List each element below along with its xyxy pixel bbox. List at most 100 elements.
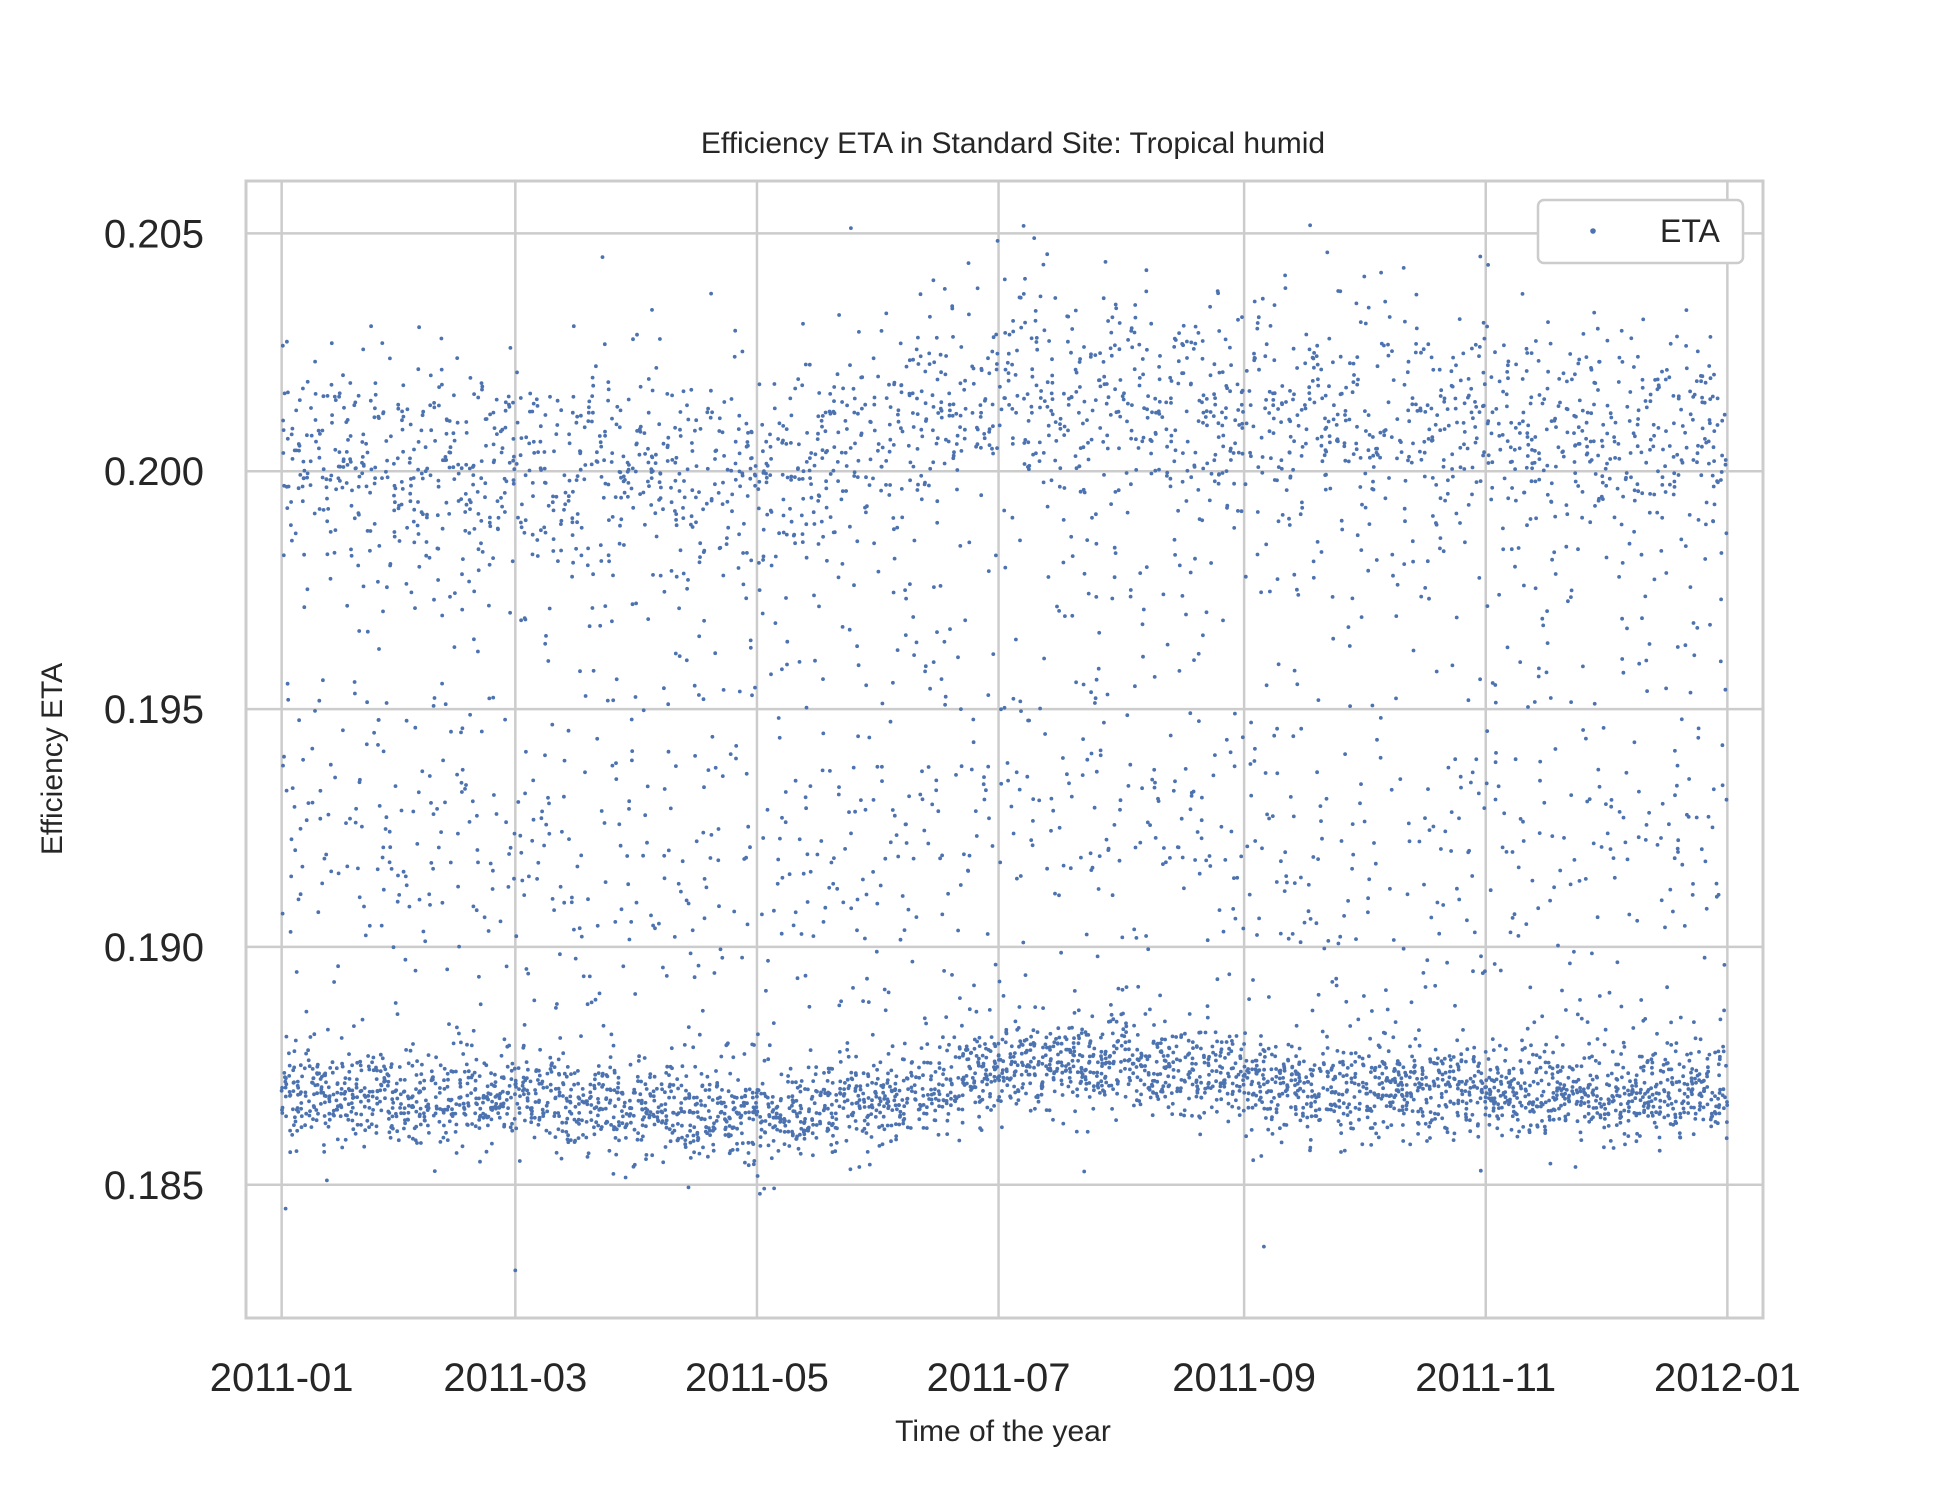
data-point	[477, 1126, 482, 1130]
data-point	[299, 1101, 304, 1105]
data-point	[1380, 1093, 1385, 1098]
data-point	[502, 1122, 507, 1127]
data-point	[323, 1121, 328, 1126]
data-point	[1149, 451, 1153, 456]
data-point	[683, 1096, 688, 1101]
data-point	[301, 386, 305, 391]
data-point	[421, 512, 425, 517]
data-point	[681, 516, 686, 520]
data-point	[1168, 375, 1173, 380]
data-point	[326, 812, 331, 817]
data-point	[545, 1085, 549, 1090]
data-point	[1206, 1085, 1210, 1090]
data-point	[834, 1093, 839, 1097]
data-point	[1130, 345, 1135, 350]
data-point	[512, 1066, 517, 1071]
data-point	[301, 459, 306, 464]
data-point	[456, 831, 460, 836]
data-point	[712, 971, 717, 975]
data-point	[419, 428, 424, 433]
data-point	[511, 400, 515, 405]
data-point	[1045, 252, 1050, 257]
data-point	[832, 856, 836, 860]
data-point	[835, 372, 840, 377]
data-point	[793, 541, 797, 546]
data-point	[428, 373, 433, 378]
data-point	[543, 641, 548, 646]
data-point	[1137, 383, 1142, 388]
data-point	[645, 784, 650, 789]
data-point	[751, 1117, 756, 1122]
data-point	[413, 968, 418, 973]
data-point	[404, 1048, 408, 1052]
data-point	[1405, 892, 1410, 897]
data-point	[1346, 625, 1351, 629]
data-point	[736, 566, 741, 570]
data-point	[1021, 224, 1026, 228]
data-point	[643, 522, 647, 527]
data-point	[1367, 522, 1372, 526]
data-point	[984, 788, 988, 793]
data-point	[613, 495, 618, 499]
data-point	[1353, 1105, 1358, 1110]
data-point	[1171, 788, 1176, 793]
data-point	[1214, 1097, 1219, 1102]
data-point	[1239, 1047, 1244, 1052]
data-point	[416, 790, 421, 795]
data-point	[284, 1082, 289, 1087]
data-point	[1004, 1069, 1009, 1074]
data-point	[720, 774, 725, 778]
data-point	[344, 821, 348, 825]
data-point	[380, 855, 385, 860]
data-point	[1226, 1052, 1231, 1056]
data-point	[806, 1065, 811, 1070]
data-point	[1054, 439, 1059, 443]
data-point	[1111, 1087, 1115, 1091]
data-point	[348, 816, 352, 821]
data-point	[1315, 343, 1320, 348]
data-point	[761, 554, 766, 559]
data-point	[564, 1130, 569, 1134]
data-point	[1258, 1084, 1262, 1089]
data-point	[1046, 575, 1051, 579]
data-point	[1222, 1081, 1227, 1085]
data-point	[948, 1090, 953, 1095]
data-point	[441, 758, 445, 763]
data-point	[505, 1112, 509, 1116]
data-point	[1268, 589, 1272, 594]
data-point	[666, 749, 671, 754]
data-point	[670, 1123, 675, 1128]
data-point	[575, 414, 580, 419]
data-point	[305, 379, 310, 384]
data-point	[1306, 882, 1311, 887]
data-point	[858, 1106, 862, 1111]
grid	[246, 181, 1763, 1318]
data-point	[1135, 1075, 1140, 1080]
data-point	[1079, 1031, 1084, 1035]
data-point	[814, 1136, 819, 1140]
data-point	[1279, 420, 1283, 424]
data-point	[935, 436, 940, 441]
data-point	[554, 1006, 558, 1010]
data-point	[1275, 771, 1280, 776]
data-point	[819, 519, 824, 524]
data-point	[609, 460, 614, 464]
data-point	[885, 1078, 890, 1082]
data-point	[453, 1111, 458, 1116]
data-point	[946, 891, 950, 896]
data-point	[302, 552, 306, 557]
data-point	[1205, 461, 1210, 466]
data-point	[901, 1112, 906, 1116]
data-point	[333, 447, 338, 452]
data-point	[351, 1095, 356, 1100]
data-point	[1077, 1036, 1081, 1041]
data-point	[1274, 880, 1279, 884]
data-point	[501, 1101, 506, 1106]
data-point	[1375, 446, 1379, 451]
data-point	[870, 1080, 874, 1085]
data-point	[597, 434, 602, 438]
data-point	[872, 402, 877, 407]
data-point	[1033, 1106, 1037, 1111]
data-point	[315, 1062, 320, 1067]
